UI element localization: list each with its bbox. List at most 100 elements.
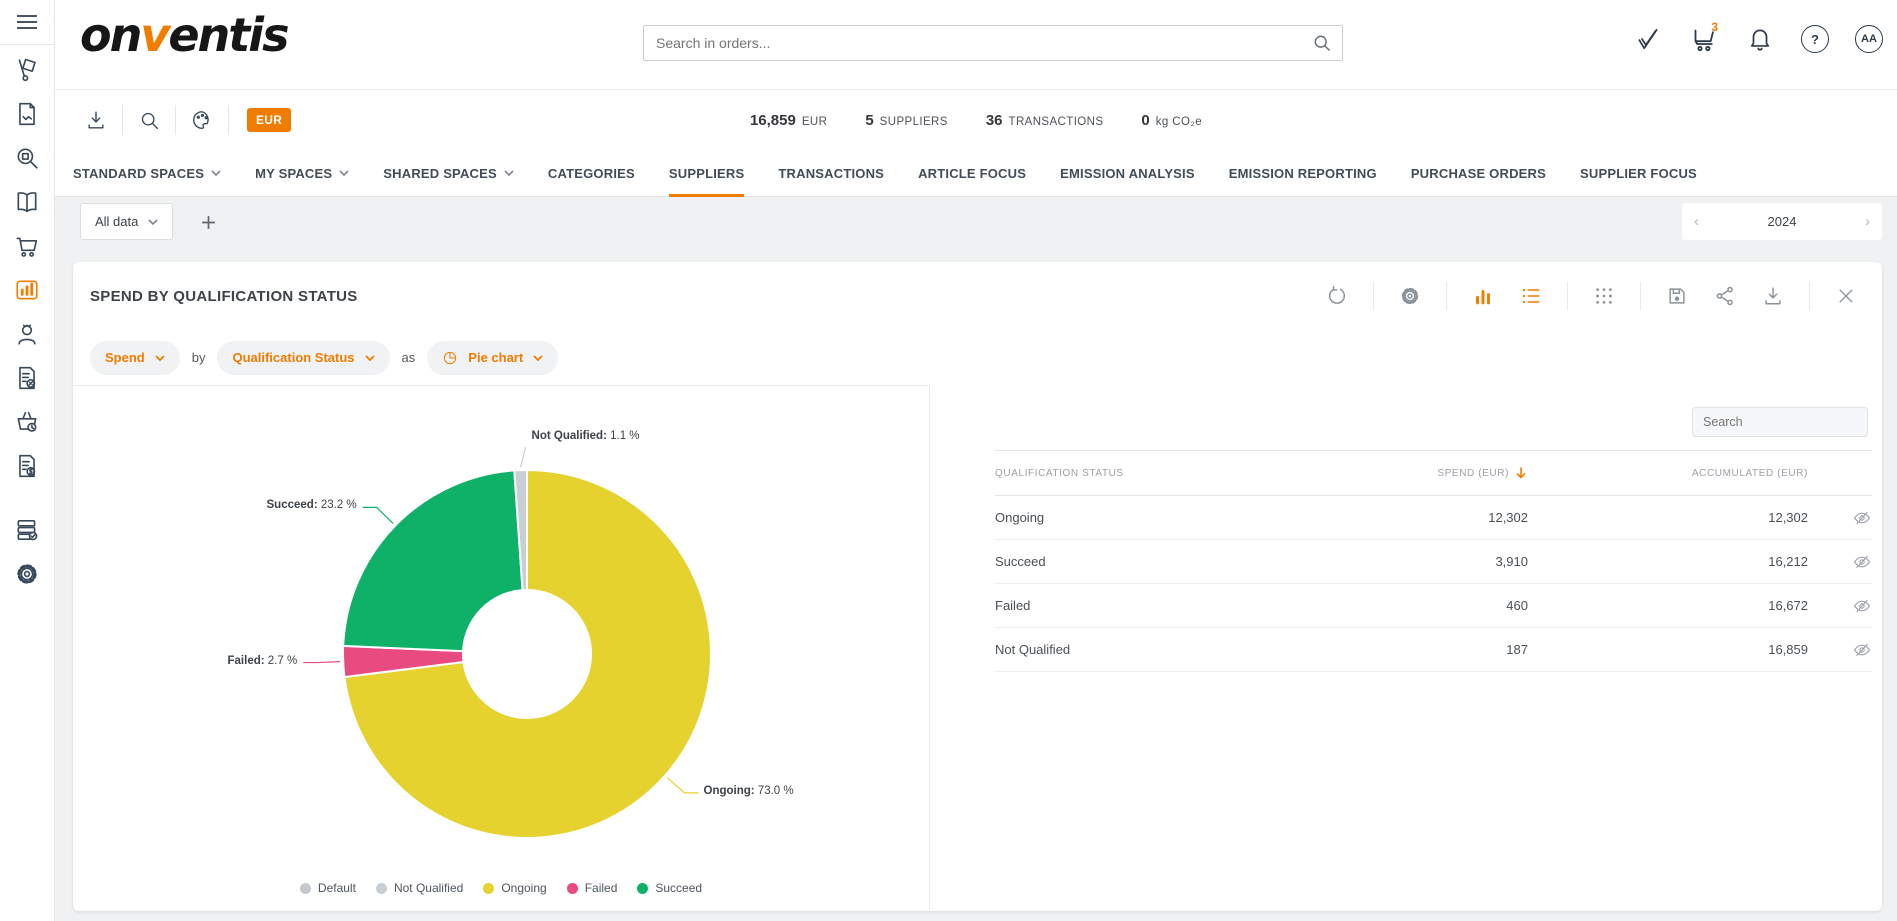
search-icon[interactable]	[123, 104, 175, 136]
legend-item[interactable]: Ongoing	[483, 881, 546, 895]
supplier-person-icon[interactable]	[12, 321, 42, 347]
notifications-bell-icon[interactable]	[1745, 24, 1775, 54]
table-row[interactable]: Not Qualified 187 16,859	[995, 628, 1872, 672]
legend-item[interactable]: Failed	[567, 881, 618, 895]
status-cell: Failed	[995, 598, 1308, 613]
legend-item[interactable]: Not Qualified	[376, 881, 463, 895]
as-label: as	[402, 350, 416, 365]
donut-slice-succeed[interactable]	[343, 470, 522, 651]
chevron-down-icon	[533, 355, 543, 361]
tab-emission-reporting[interactable]: EMISSION REPORTING	[1229, 150, 1377, 197]
hide-row-eye-off-icon[interactable]	[1808, 596, 1872, 616]
orders-search	[643, 25, 1343, 61]
chevron-down-icon	[339, 170, 349, 176]
tab-emission-analysis[interactable]: EMISSION ANALYSIS	[1060, 150, 1195, 197]
currency-badge[interactable]: EUR	[247, 108, 291, 132]
top-header: onventis 3 ? AA	[55, 0, 1897, 90]
tab-supplier-focus[interactable]: SUPPLIER FOCUS	[1580, 150, 1697, 197]
hide-row-eye-off-icon[interactable]	[1808, 552, 1872, 572]
onventis-logo[interactable]: onventis	[80, 8, 287, 62]
hand-truck-icon[interactable]	[12, 57, 42, 83]
tab-my-spaces[interactable]: MY SPACES	[255, 150, 349, 197]
download-widget-icon[interactable]	[1761, 284, 1785, 308]
year-selector: ‹ 2024 ›	[1682, 203, 1882, 240]
slice-label: Ongoing: 73.0 %	[704, 785, 794, 797]
breakdown-table-panel: QUALIFICATION STATUS SPEND (EUR) ACCUMUL…	[930, 385, 1882, 911]
document-paragraph-icon[interactable]	[12, 453, 42, 479]
cart-badge: 3	[1711, 20, 1718, 34]
server-check-icon[interactable]	[12, 517, 42, 543]
chart-type-chip[interactable]: Pie chart	[427, 341, 558, 375]
tab-article-focus[interactable]: ARTICLE FOCUS	[918, 150, 1026, 197]
legend-label: Not Qualified	[394, 881, 463, 895]
column-accumulated: ACCUMULATED (EUR)	[1528, 468, 1808, 479]
list-view-icon[interactable]	[1519, 284, 1543, 308]
product-search-icon[interactable]	[12, 145, 42, 171]
avatar[interactable]: AA	[1855, 25, 1883, 53]
catalog-book-icon[interactable]	[12, 189, 42, 215]
close-icon[interactable]	[1834, 284, 1858, 308]
search-icon[interactable]	[1312, 33, 1332, 53]
widget-title: SPEND BY QUALIFICATION STATUS	[90, 288, 358, 305]
data-scope-selector[interactable]: All data	[80, 203, 173, 240]
grid-apps-icon[interactable]	[1592, 284, 1616, 308]
add-filter-button[interactable]	[195, 209, 221, 235]
table-row[interactable]: Ongoing 12,302 12,302	[995, 496, 1872, 540]
legend-label: Default	[318, 881, 356, 895]
basket-clock-icon[interactable]	[12, 409, 42, 435]
measure-chip[interactable]: Spend	[90, 341, 180, 375]
status-cell: Succeed	[995, 554, 1308, 569]
palette-icon[interactable]	[176, 104, 228, 136]
table-row[interactable]: Failed 460 16,672	[995, 584, 1872, 628]
year-value: 2024	[1768, 214, 1797, 229]
accumulated-cell: 12,302	[1528, 510, 1808, 525]
content-area: All data ‹ 2024 › SPEND BY QUALIFICATION…	[55, 197, 1897, 921]
legend-swatch	[300, 883, 311, 894]
slice-label: Succeed: 23.2 %	[267, 499, 357, 511]
download-icon[interactable]	[70, 104, 122, 136]
dimension-chip[interactable]: Qualification Status	[217, 341, 389, 375]
next-year-icon[interactable]: ›	[1865, 214, 1870, 229]
chevron-down-icon	[504, 170, 514, 176]
tab-categories[interactable]: CATEGORIES	[548, 150, 635, 197]
tab-transactions[interactable]: TRANSACTIONS	[778, 150, 884, 197]
shopping-cart-icon[interactable]	[12, 233, 42, 259]
contract-document-icon[interactable]	[12, 101, 42, 127]
save-icon[interactable]	[1665, 284, 1689, 308]
share-icon[interactable]	[1713, 284, 1737, 308]
invoice-percent-icon[interactable]	[12, 365, 42, 391]
tab-standard-spaces[interactable]: STANDARD SPACES	[73, 150, 221, 197]
spend-cell: 187	[1308, 642, 1528, 657]
cart-icon[interactable]: 3	[1689, 24, 1719, 54]
tab-shared-spaces[interactable]: SHARED SPACES	[383, 150, 514, 197]
refresh-icon[interactable]	[1325, 284, 1349, 308]
hide-row-eye-off-icon[interactable]	[1808, 508, 1872, 528]
approval-check-icon[interactable]	[1633, 24, 1663, 54]
hide-row-eye-off-icon[interactable]	[1808, 640, 1872, 660]
stat-spend: 16,859EUR	[750, 112, 827, 129]
chevron-down-icon	[148, 219, 158, 225]
donut-chart[interactable]	[73, 386, 930, 910]
table-search-input[interactable]	[1693, 415, 1874, 429]
summary-stats: 16,859EUR 5SUPPLIERS 36TRANSACTIONS 0kg …	[55, 90, 1897, 150]
widget-settings-gear-icon[interactable]	[1398, 284, 1422, 308]
main-tabs: STANDARD SPACES MY SPACES SHARED SPACES …	[55, 150, 1897, 197]
previous-year-icon[interactable]: ‹	[1694, 214, 1699, 229]
tab-suppliers[interactable]: SUPPLIERS	[669, 150, 744, 197]
settings-gear-icon[interactable]	[12, 561, 42, 587]
help-icon[interactable]: ?	[1801, 25, 1829, 53]
pie-chart-icon	[442, 350, 458, 366]
status-cell: Ongoing	[995, 510, 1308, 525]
orders-search-input[interactable]	[644, 35, 1312, 51]
table-row[interactable]: Succeed 3,910 16,212	[995, 540, 1872, 584]
chart-view-icon[interactable]	[1471, 284, 1495, 308]
hamburger-menu-icon[interactable]	[0, 0, 54, 45]
stat-emissions: 0kg CO₂e	[1141, 112, 1202, 129]
legend-item[interactable]: Default	[300, 881, 356, 895]
column-spend-sort[interactable]: SPEND (EUR)	[1308, 466, 1528, 480]
tab-purchase-orders[interactable]: PURCHASE ORDERS	[1411, 150, 1546, 197]
stat-transactions: 36TRANSACTIONS	[986, 112, 1104, 129]
analytics-icon[interactable]	[12, 277, 42, 303]
stats-toolbar-row: 16,859EUR 5SUPPLIERS 36TRANSACTIONS 0kg …	[55, 90, 1897, 150]
legend-item[interactable]: Succeed	[637, 881, 702, 895]
